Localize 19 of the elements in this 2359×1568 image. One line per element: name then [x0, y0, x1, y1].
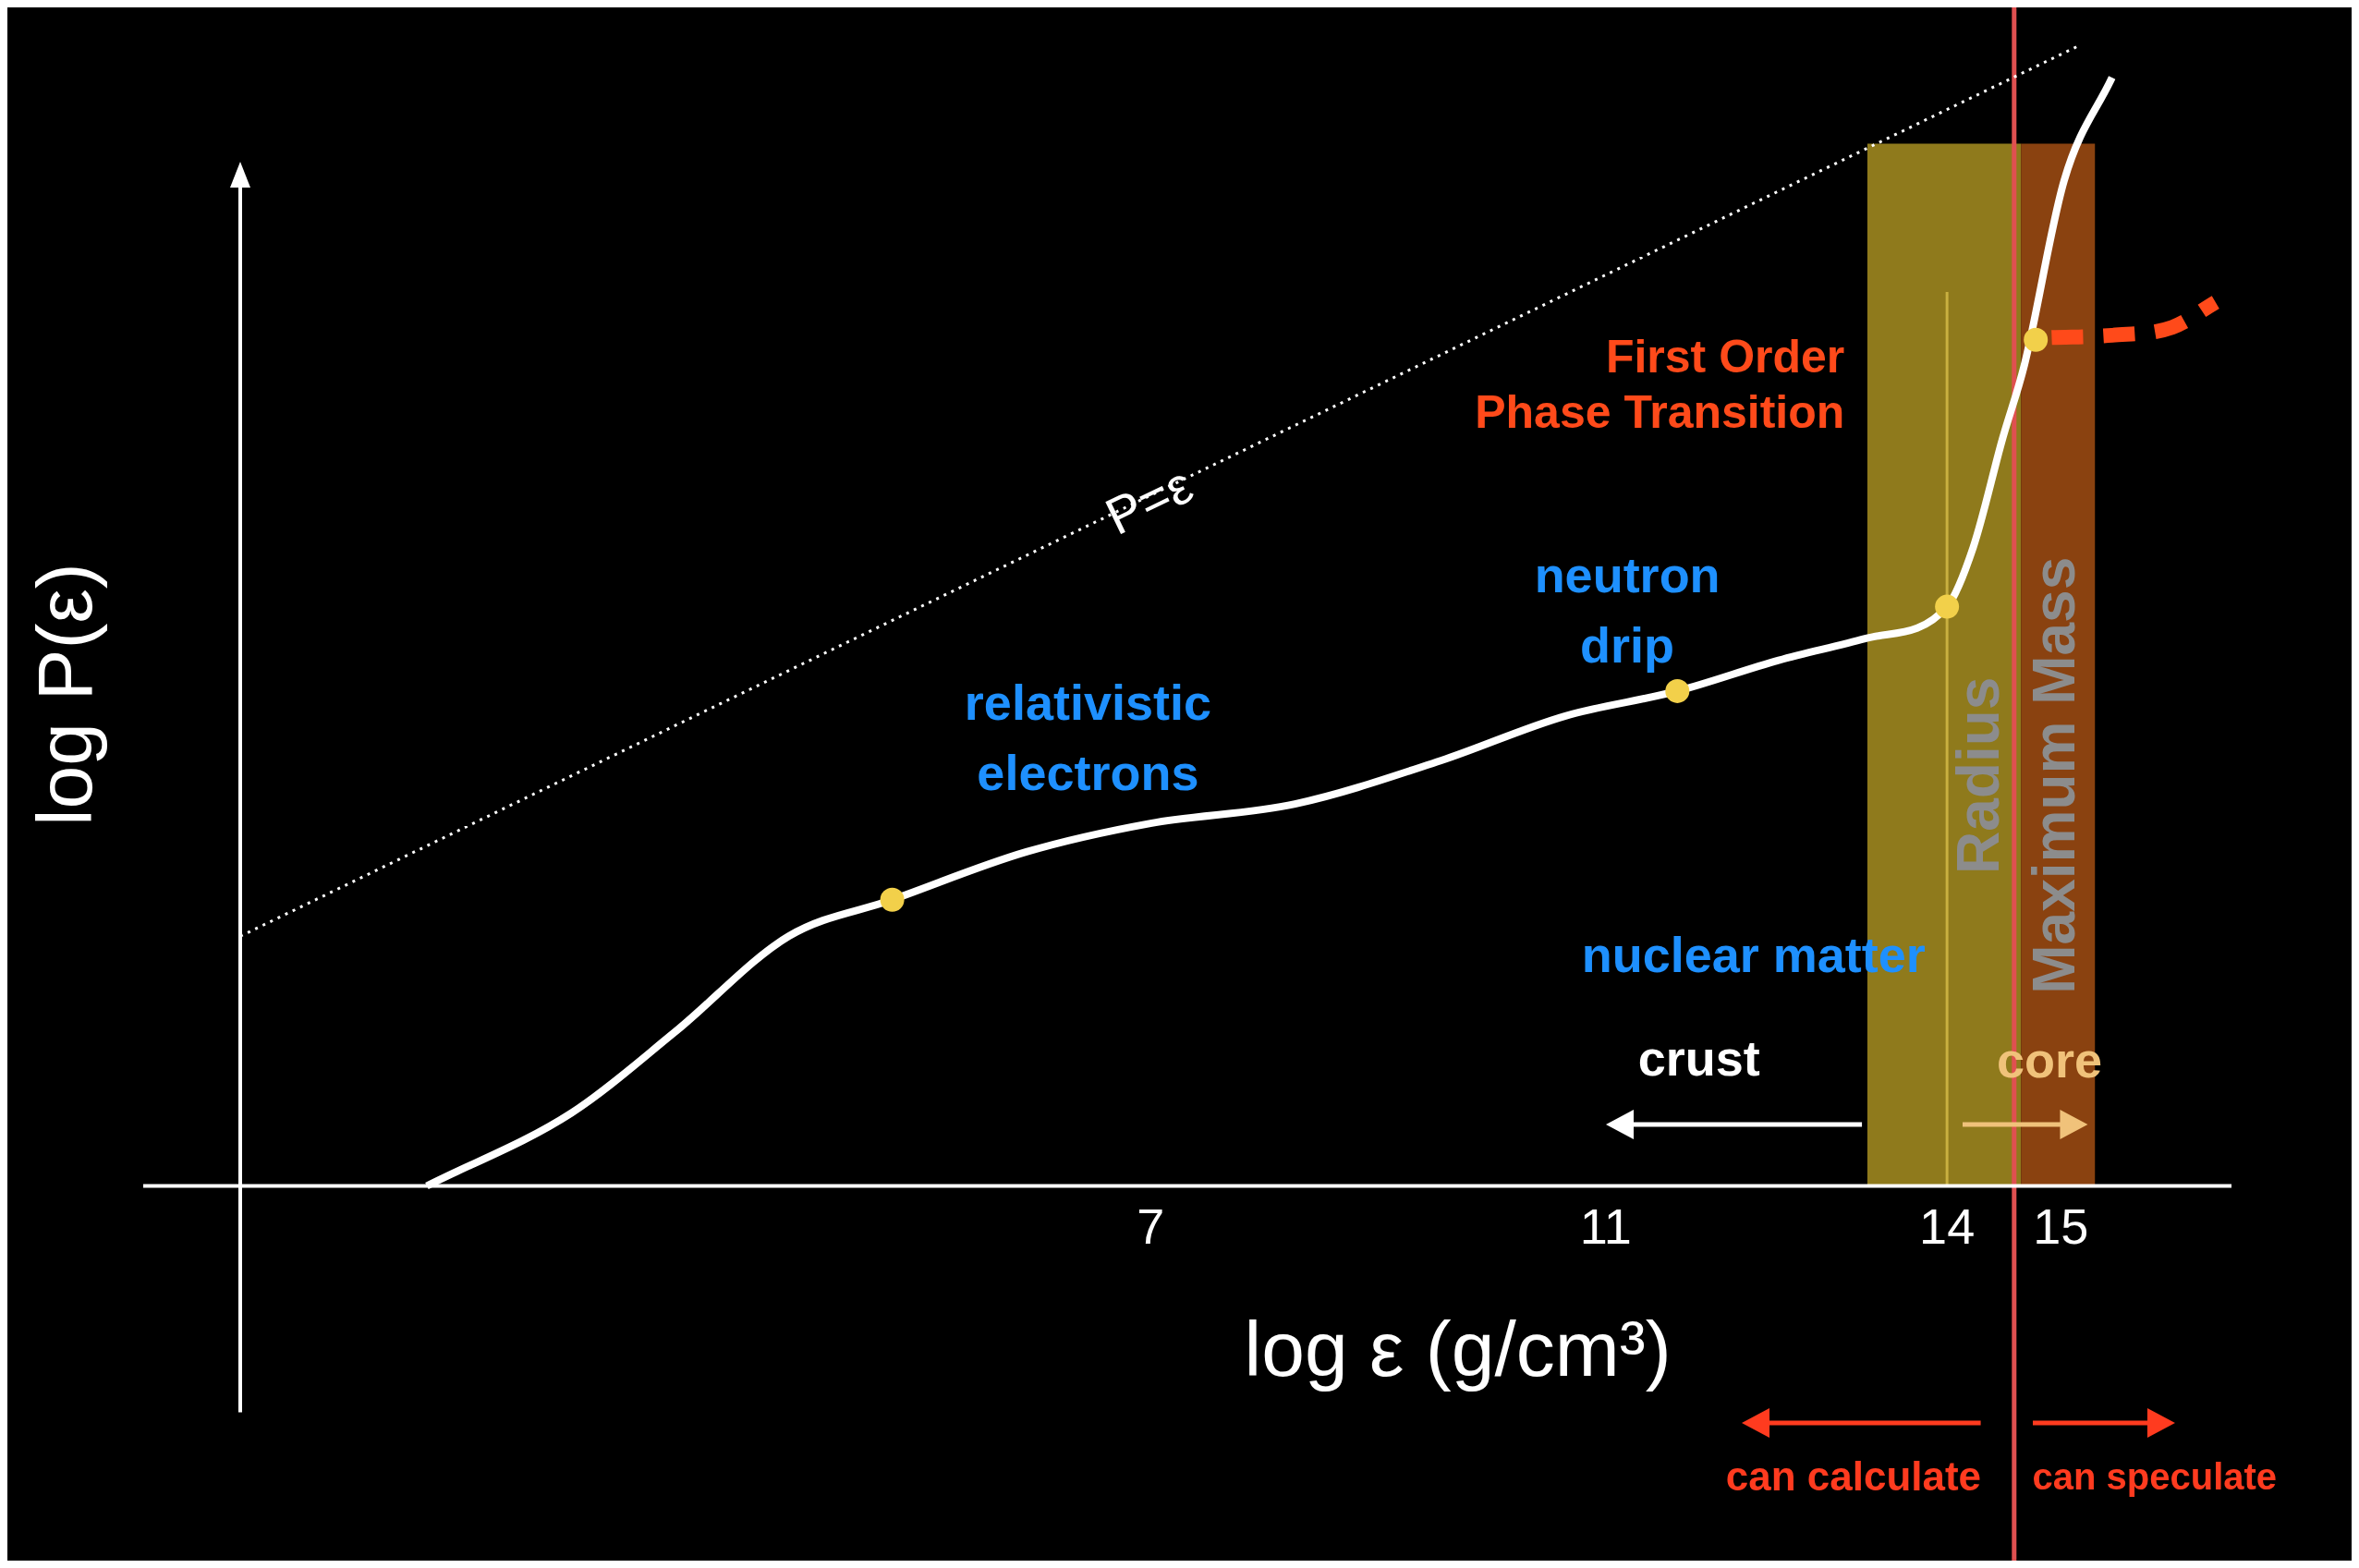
- annotation: neutron drip: [1534, 546, 1721, 673]
- x-axis-title: log ε (g/cm³): [1244, 1306, 1672, 1393]
- y-axis-title: log P(ε): [21, 563, 109, 827]
- point: [2024, 327, 2049, 352]
- x-tick-label: 15: [2033, 1198, 2089, 1255]
- band-label: Radius: [1945, 676, 2012, 874]
- annotation: relativistic electrons: [964, 675, 1211, 801]
- band-label: Maximum Mass: [2020, 556, 2087, 994]
- text: First Order Phase Transition: [1475, 331, 1845, 439]
- text: can calculate: [1725, 1453, 1982, 1499]
- text: P=ε: [1096, 455, 1201, 546]
- point: [880, 887, 905, 912]
- x-tick-label: 14: [1919, 1198, 1976, 1255]
- point: [1935, 594, 1960, 619]
- text: can speculate: [2032, 1455, 2278, 1497]
- annotation: crust: [1637, 1029, 1760, 1086]
- x-tick-label: 11: [1579, 1198, 1632, 1255]
- point: [1665, 678, 1690, 703]
- x-tick-label: 7: [1137, 1198, 1165, 1255]
